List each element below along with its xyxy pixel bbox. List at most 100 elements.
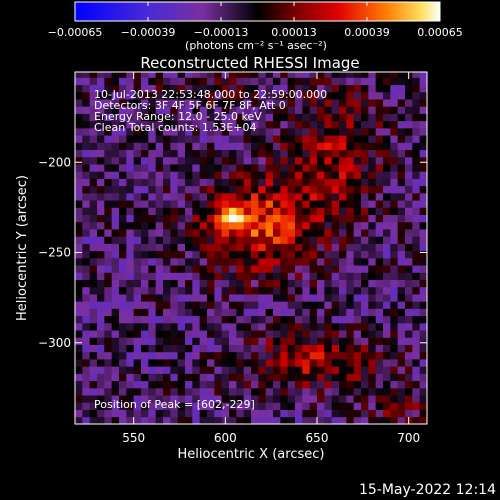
heatmap-cell (280, 409, 289, 418)
heatmap-cell (111, 207, 120, 215)
heatmap-cell (265, 99, 274, 107)
heatmap-cell (75, 330, 83, 338)
heatmap-cell (251, 344, 259, 353)
heatmap-cell (192, 265, 201, 273)
heatmap-cell (397, 236, 406, 244)
heatmap-cell (405, 308, 413, 317)
heatmap-cell (170, 185, 179, 194)
heatmap-cell (361, 113, 369, 122)
heatmap-cell (155, 192, 164, 201)
heatmap-cell (185, 77, 193, 86)
heatmap-cell (177, 113, 186, 122)
heatmap-cell (324, 120, 333, 129)
heatmap-cell (317, 294, 325, 302)
heatmap-cell (419, 294, 427, 302)
heatmap-cell (141, 99, 149, 107)
heatmap-cell (353, 409, 362, 418)
heatmap-cell (133, 351, 142, 360)
heatmap-cell (155, 207, 164, 215)
heatmap-cell (82, 192, 91, 201)
heatmap-cell (243, 149, 252, 158)
heatmap-cell (295, 380, 303, 389)
heatmap-cell (75, 77, 83, 86)
heatmap-cell (243, 156, 252, 165)
heatmap-cell (368, 84, 377, 93)
heatmap-cell (302, 243, 311, 252)
heatmap-cell (390, 366, 399, 374)
heatmap-cell (309, 72, 318, 78)
heatmap-cell (207, 207, 215, 215)
heatmap-cell (229, 164, 237, 172)
heatmap-cell (89, 77, 98, 86)
heatmap-cell (419, 99, 427, 107)
heatmap-cell (390, 72, 399, 78)
heatmap-cell (280, 156, 289, 165)
heatmap-cell (148, 200, 157, 208)
heatmap-cell (126, 272, 135, 280)
heatmap-cell (192, 409, 201, 418)
heatmap-cell (375, 164, 384, 172)
heatmap-cell (214, 229, 223, 237)
heatmap-cell (104, 243, 113, 252)
heatmap-cell (163, 409, 171, 418)
heatmap-cell (148, 106, 157, 114)
heatmap-cell (177, 416, 186, 424)
heatmap-cell (177, 387, 186, 396)
heatmap-cell (383, 164, 391, 172)
heatmap-cell (361, 120, 369, 129)
heatmap-cell (405, 178, 413, 187)
heatmap-cell (368, 164, 377, 172)
heatmap-cell (361, 171, 369, 179)
heatmap-cell (361, 178, 369, 187)
heatmap-cell (419, 171, 427, 179)
heatmap-cell (419, 265, 427, 273)
heatmap-cell (302, 106, 311, 114)
heatmap-cell (141, 330, 149, 338)
heatmap-cell (383, 366, 391, 374)
heatmap-cell (383, 77, 391, 86)
heatmap-cell (273, 192, 281, 201)
heatmap-cell (375, 286, 384, 295)
heatmap-cell (177, 171, 186, 179)
heatmap-cell (280, 236, 289, 244)
heatmap-cell (390, 156, 399, 165)
heatmap-cell (111, 337, 120, 345)
heatmap-cell (317, 308, 325, 317)
heatmap-cell (119, 359, 127, 367)
heatmap-cell (405, 77, 413, 86)
heatmap-cell (111, 272, 120, 280)
heatmap-cell (170, 344, 179, 353)
heatmap-cell (126, 156, 135, 165)
heatmap-cell (390, 221, 399, 230)
heatmap-cell (361, 99, 369, 107)
heatmap-cell (148, 214, 157, 223)
heatmap-cell (111, 236, 120, 244)
heatmap-cell (104, 359, 113, 367)
y-tick-label: −250 (38, 246, 71, 260)
heatmap-cell (302, 135, 311, 143)
heatmap-cell (273, 229, 281, 237)
heatmap-cell (331, 286, 340, 295)
heatmap-cell (302, 229, 311, 237)
heatmap-cell (412, 402, 421, 410)
heatmap-cell (185, 344, 193, 353)
heatmap-cell (126, 243, 135, 252)
heatmap-cell (302, 99, 311, 107)
heatmap-cell (309, 337, 318, 345)
heatmap-cell (229, 149, 237, 158)
heatmap-cell (75, 156, 83, 165)
heatmap-cell (419, 77, 427, 86)
heatmap-cell (295, 99, 303, 107)
heatmap-cell (75, 265, 83, 273)
heatmap-cell (82, 337, 91, 345)
heatmap-cell (82, 257, 91, 266)
heatmap-cell (75, 127, 83, 136)
heatmap-cell (236, 156, 245, 165)
heatmap-cell (295, 178, 303, 187)
heatmap-cell (368, 387, 377, 396)
heatmap-cell (309, 200, 318, 208)
heatmap-cell (317, 207, 325, 215)
heatmap-cell (119, 207, 127, 215)
heatmap-cell (302, 308, 311, 317)
heatmap-cell (199, 351, 208, 360)
